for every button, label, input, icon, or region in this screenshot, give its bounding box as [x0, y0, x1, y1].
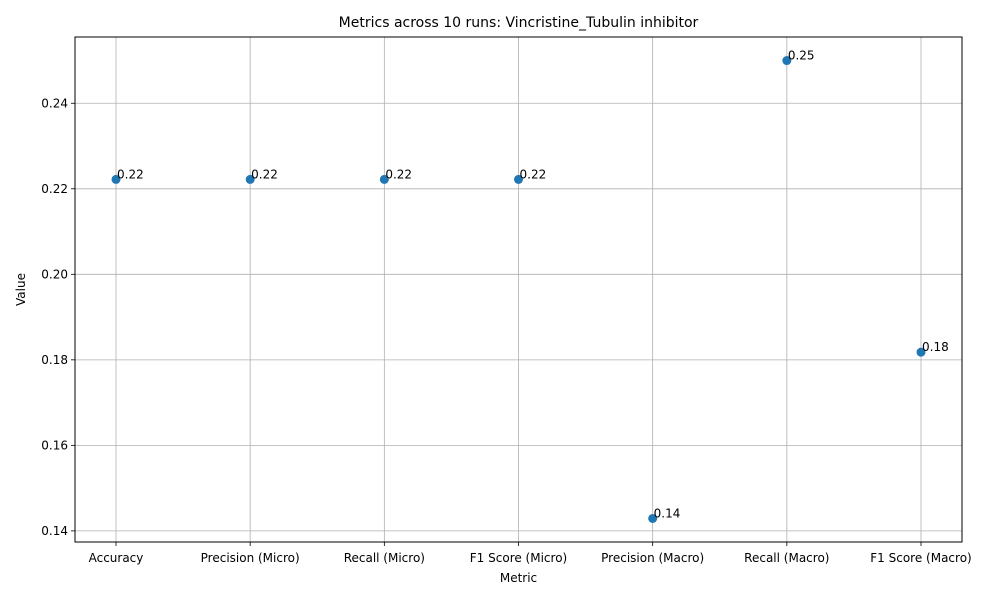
x-tick-label: F1 Score (Micro): [470, 551, 567, 565]
x-axis-ticks: Accuracy Precision (Micro) Recall (Micro) F…: [89, 542, 972, 565]
x-axis-label: Metric: [500, 571, 537, 585]
x-tick-label: Recall (Macro): [744, 551, 829, 565]
y-axis-label: Value: [14, 273, 28, 306]
y-axis-ticks: 0.14 0.16 0.18 0.20 0.22 0.24: [41, 96, 75, 538]
x-tick-label: Precision (Macro): [601, 551, 704, 565]
y-tick-label: 0.20: [41, 267, 68, 281]
data-label: 0.22: [385, 167, 412, 181]
data-point: [379, 174, 389, 184]
chart-title: Metrics across 10 runs: Vincristine_Tubu…: [339, 15, 699, 31]
data-labels: 0.22 0.22 0.22 0.22 0.14 0.25 0.18: [117, 49, 949, 521]
y-tick-label: 0.24: [41, 96, 68, 110]
x-tick-label: Recall (Micro): [344, 551, 425, 565]
grid: [75, 37, 962, 542]
x-tick-label: F1 Score (Macro): [870, 551, 971, 565]
data-label: 0.14: [654, 506, 681, 520]
data-label: 0.25: [788, 49, 815, 63]
data-label: 0.18: [922, 340, 949, 354]
data-point: [648, 513, 658, 523]
y-tick-label: 0.14: [41, 524, 68, 538]
data-label: 0.22: [251, 167, 278, 181]
data-point: [916, 347, 926, 357]
y-tick-label: 0.18: [41, 353, 68, 367]
x-tick-label: Accuracy: [89, 551, 144, 565]
data-points: [111, 56, 926, 523]
y-tick-label: 0.16: [41, 438, 68, 452]
y-tick-label: 0.22: [41, 182, 68, 196]
data-label: 0.22: [117, 167, 144, 181]
data-label: 0.22: [520, 167, 547, 181]
data-point: [514, 174, 523, 184]
data-point: [245, 174, 255, 184]
data-point: [111, 174, 121, 184]
data-point: [782, 56, 792, 66]
x-tick-label: Precision (Micro): [201, 551, 300, 565]
